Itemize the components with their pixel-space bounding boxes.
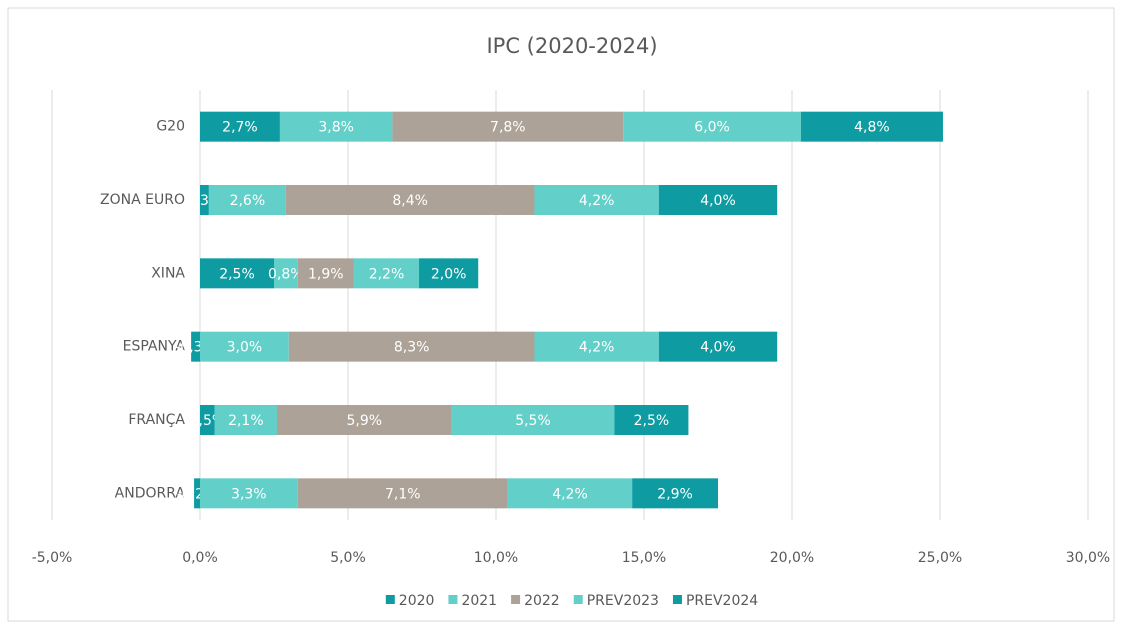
bar-segment xyxy=(194,478,200,509)
data-label: 4,0% xyxy=(700,193,736,209)
bar-segment xyxy=(632,478,718,509)
data-label: 4,2% xyxy=(552,486,588,502)
data-label: 2,9% xyxy=(657,486,693,502)
bar-segment xyxy=(274,258,298,289)
data-label: 2,0% xyxy=(431,266,467,282)
y-tick-label: XINA xyxy=(151,265,185,281)
legend-label: PREV2023 xyxy=(587,593,659,609)
data-label: 4,8% xyxy=(854,120,890,136)
x-tick-label: 5,0% xyxy=(330,550,366,566)
bar-segment xyxy=(507,478,633,509)
data-label: 8,4% xyxy=(392,193,428,209)
x-tick-label: 25,0% xyxy=(918,550,962,566)
bar-segment xyxy=(353,258,420,289)
bar-segment xyxy=(392,111,624,142)
legend-swatch xyxy=(511,595,521,604)
legend-label: PREV2024 xyxy=(686,593,758,609)
data-label: 8,3% xyxy=(394,340,430,356)
y-tick-label: FRANÇA xyxy=(128,412,185,428)
data-label: 2,7% xyxy=(222,120,258,136)
data-label: 2,1% xyxy=(228,413,264,429)
bar-segment xyxy=(288,331,535,362)
bar-segment xyxy=(200,111,280,142)
legend-swatch xyxy=(448,595,458,604)
bar-segment xyxy=(623,111,801,142)
data-label: 4,2% xyxy=(579,193,615,209)
bar-segment xyxy=(419,258,479,289)
data-label: 3,3% xyxy=(231,486,267,502)
bar-segment xyxy=(658,185,778,215)
chart-title: IPC (2020-2024) xyxy=(486,34,657,58)
legend-swatch xyxy=(672,595,682,604)
data-label: 5,9% xyxy=(346,413,382,429)
bar-segment xyxy=(200,478,298,509)
bar-segment xyxy=(200,331,289,362)
data-label: 6,0% xyxy=(694,120,730,136)
data-label: 3,8% xyxy=(318,120,354,136)
data-label: 1,9% xyxy=(308,266,344,282)
y-tick-label: ZONA EURO xyxy=(100,192,185,208)
data-label: 7,8% xyxy=(490,120,526,136)
x-tick-label: 10,0% xyxy=(474,550,518,566)
data-label: 2,5% xyxy=(634,413,670,429)
legend-label: 2022 xyxy=(524,593,560,609)
bar-segment xyxy=(200,185,209,215)
bar-segment xyxy=(200,258,274,289)
bar-segment xyxy=(534,185,659,215)
bar-segment xyxy=(191,331,200,362)
x-tick-label: 0,0% xyxy=(182,550,218,566)
x-tick-label: 30,0% xyxy=(1066,550,1110,566)
data-label: 3,0% xyxy=(227,340,263,356)
x-tick-label: 15,0% xyxy=(622,550,666,566)
data-label: 4,2% xyxy=(579,340,615,356)
bar-segment xyxy=(200,405,215,435)
bar-segment xyxy=(285,185,535,215)
data-label: 7,1% xyxy=(385,486,421,502)
legend-label: 2020 xyxy=(399,593,435,609)
bar-segment xyxy=(800,111,943,142)
data-label: 5,5% xyxy=(515,413,551,429)
legend-label: 2021 xyxy=(461,593,497,609)
bar-segment xyxy=(297,258,354,289)
chart-border xyxy=(7,7,1115,622)
bar-segment xyxy=(614,405,689,435)
data-label: 4,0% xyxy=(700,340,736,356)
data-label: 2,5% xyxy=(219,266,255,282)
bar-segment xyxy=(276,405,452,435)
data-label: 0,8% xyxy=(268,266,304,282)
bar-segment xyxy=(534,331,659,362)
y-tick-label: G20 xyxy=(156,119,185,135)
data-label: 2,2% xyxy=(369,266,405,282)
x-tick-label: 20,0% xyxy=(770,550,814,566)
y-tick-label: ANDORRA xyxy=(115,485,186,501)
legend: 2020 2021 2022 PREV2023 PREV2024 xyxy=(385,593,758,609)
bar-segment xyxy=(451,405,615,435)
x-tick-label: -5,0% xyxy=(32,550,73,566)
bar-segment xyxy=(214,405,277,435)
legend-swatch xyxy=(573,595,583,604)
data-label: 2,6% xyxy=(230,193,266,209)
bar-segment xyxy=(658,331,778,362)
bar-segment xyxy=(279,111,393,142)
bar-segment xyxy=(208,185,286,215)
y-tick-label: ESPANYA xyxy=(123,339,186,355)
bar-segment xyxy=(297,478,508,509)
legend-swatch xyxy=(385,595,395,604)
